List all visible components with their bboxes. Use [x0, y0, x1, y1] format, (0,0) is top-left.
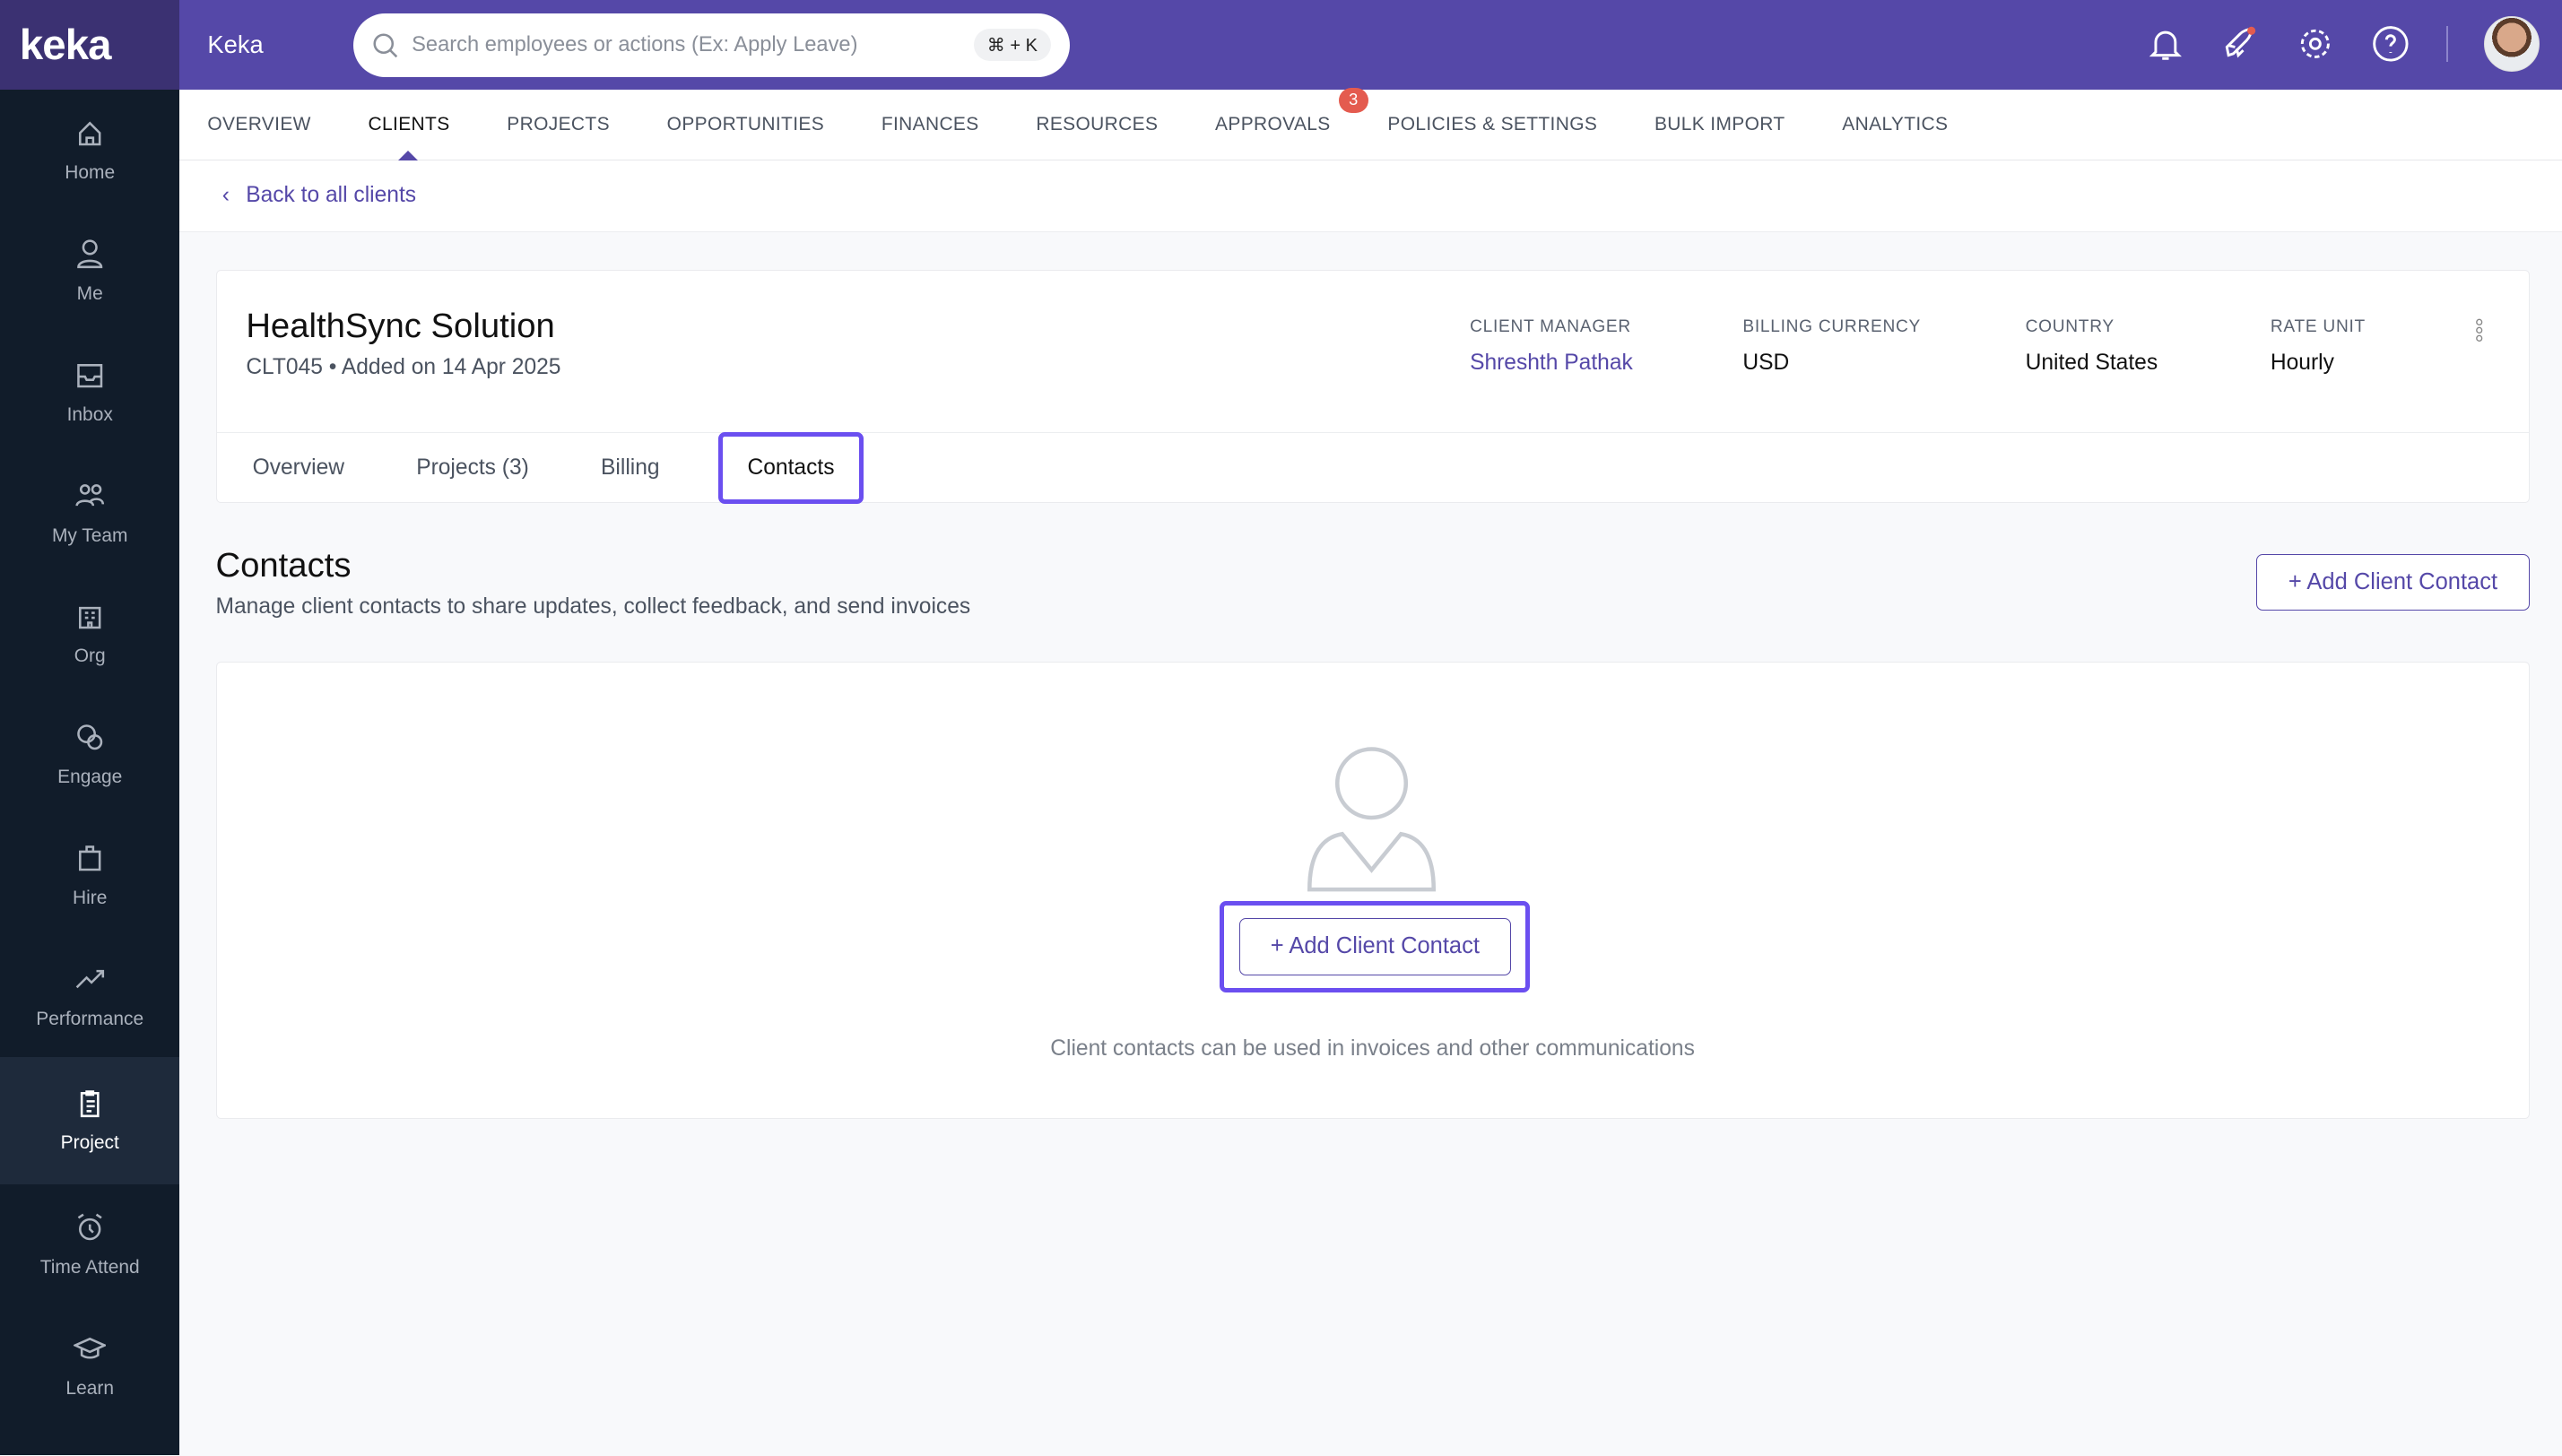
client-tabs: Overview Projects (3) Billing Contacts — [216, 431, 2529, 504]
nav-tab-bulk-import[interactable]: BULK IMPORT — [1654, 113, 1785, 134]
empty-state: + Add Client Contact Client contacts can… — [215, 661, 2530, 1120]
sidebar-item-time-attend[interactable]: Time Attend — [0, 1184, 179, 1305]
nav-tab-overview[interactable]: OVERVIEW — [207, 113, 311, 134]
client-tab-projects-[interactable]: Projects (3) — [416, 455, 529, 480]
nav-tab-projects[interactable]: PROJECTS — [507, 113, 610, 134]
client-subtitle: CLT045 • Added on 14 Apr 2025 — [246, 355, 561, 380]
clipboard-icon — [80, 1090, 100, 1118]
org-icon — [78, 607, 101, 629]
back-to-clients-link[interactable]: ‹ Back to all clients — [179, 160, 2562, 232]
bell-icon[interactable] — [2146, 24, 2185, 64]
client-meta-field: RATE UNIT Hourly — [2270, 317, 2366, 376]
team-icon — [75, 483, 105, 507]
client-meta-field: BILLING CURRENCY USD — [1742, 317, 1922, 376]
client-meta-field: CLIENT MANAGER Shreshth Pathak — [1470, 317, 1633, 376]
divider — [2445, 26, 2448, 63]
nav-tab-analytics[interactable]: ANALYTICS — [1842, 113, 1949, 134]
section-subtitle: Manage client contacts to share updates,… — [215, 594, 971, 620]
nav-tab-opportunities[interactable]: OPPORTUNITIES — [666, 113, 825, 134]
client-tab-contacts[interactable]: Contacts — [718, 431, 864, 504]
briefcase-icon — [78, 845, 101, 871]
shortcut-hint: ⌘ + K — [974, 29, 1051, 62]
home-icon — [78, 121, 101, 146]
sidebar-item-inbox[interactable]: Inbox — [0, 332, 179, 453]
nav-tab-approvals[interactable]: APPROVALS 3 — [1215, 87, 1368, 135]
client-name: HealthSync Solution — [246, 306, 555, 345]
module-nav: OVERVIEW CLIENTS PROJECTS OPPORTUNITIES FINA… — [179, 87, 2562, 162]
engage-icon — [77, 724, 103, 750]
trend-icon — [75, 969, 105, 989]
inbox-icon — [77, 363, 103, 388]
keka-logo[interactable]: keka — [0, 0, 180, 91]
section-title: Contacts — [215, 545, 352, 585]
nav-tab-policies-settings[interactable]: POLICIES & SETTINGS — [1387, 113, 1598, 134]
add-client-contact-button[interactable]: + Add Client Contact — [2256, 553, 2530, 611]
sidebar: Home Me Inbox My Team Org Engage Hire Performan… — [0, 90, 180, 1456]
graduation-icon — [73, 1337, 107, 1359]
empty-note: Client contacts can be used in invoices … — [1050, 1036, 1695, 1062]
top-bar: Keka Search employees or actions (Ex: Ap… — [179, 0, 2562, 91]
nav-tab-finances[interactable]: FINANCES — [881, 113, 979, 134]
chevron-left-icon: ‹ — [221, 183, 230, 208]
avatar[interactable] — [2483, 16, 2540, 73]
search-icon — [373, 32, 398, 57]
approvals-badge: 3 — [1339, 87, 1368, 114]
help-icon[interactable] — [2371, 24, 2410, 64]
more-options-icon[interactable]: ° ° ° — [2474, 315, 2484, 357]
sidebar-item-me[interactable]: Me — [0, 211, 179, 332]
client-meta-field: COUNTRY United States — [2025, 317, 2158, 376]
empty-add-client-contact-button[interactable]: + Add Client Contact — [1239, 918, 1511, 975]
gear-icon[interactable] — [2296, 24, 2335, 64]
client-tab-billing[interactable]: Billing — [601, 455, 660, 480]
sidebar-item-my-team[interactable]: My Team — [0, 453, 179, 574]
sidebar-item-performance[interactable]: Performance — [0, 936, 179, 1057]
search-input[interactable]: Search employees or actions (Ex: Apply L… — [352, 13, 1071, 77]
sidebar-item-learn[interactable]: Learn — [0, 1305, 179, 1426]
person-placeholder-icon — [1307, 747, 1437, 892]
client-tab-overview[interactable]: Overview — [252, 455, 345, 480]
rocket-icon[interactable] — [2220, 24, 2260, 64]
highlight-box: + Add Client Contact — [1220, 900, 1531, 992]
sidebar-item-engage[interactable]: Engage — [0, 694, 179, 815]
alarm-icon — [77, 1213, 102, 1241]
client-header-card: HealthSync Solution CLT045 • Added on 14… — [215, 269, 2530, 504]
sidebar-item-home[interactable]: Home — [0, 90, 179, 211]
sidebar-item-project[interactable]: Project — [0, 1056, 180, 1184]
user-icon — [77, 239, 103, 269]
app-title: Keka — [207, 30, 264, 59]
nav-tab-resources[interactable]: RESOURCES — [1036, 113, 1159, 134]
nav-tab-clients[interactable]: CLIENTS — [368, 113, 450, 162]
sidebar-item-hire[interactable]: Hire — [0, 815, 179, 936]
sidebar-item-org[interactable]: Org — [0, 574, 179, 695]
